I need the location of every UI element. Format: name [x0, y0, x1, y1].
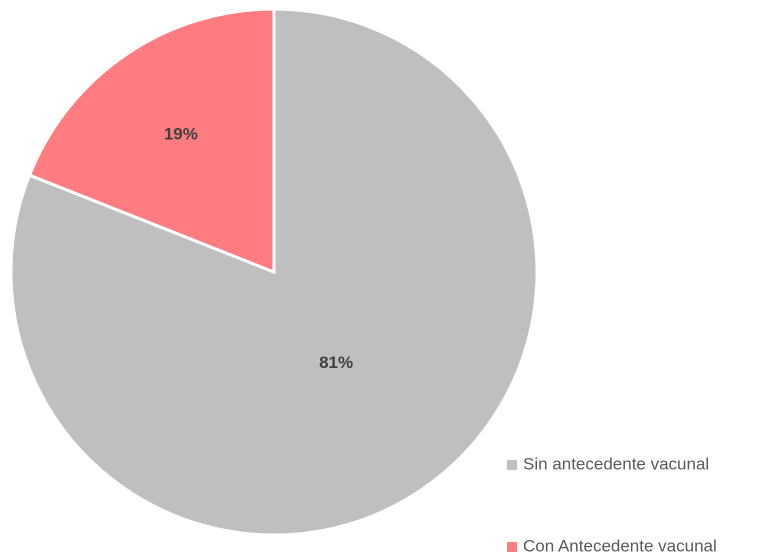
- legend-swatch: [507, 542, 517, 552]
- pie-slice: [27, 7, 276, 275]
- legend-label: Con Antecedente vacunal: [523, 536, 717, 555]
- legend-swatch: [507, 460, 517, 470]
- data-label: 81%: [319, 353, 353, 372]
- legend-label: Sin antecedente vacunal: [523, 454, 709, 473]
- data-label: 19%: [164, 124, 198, 143]
